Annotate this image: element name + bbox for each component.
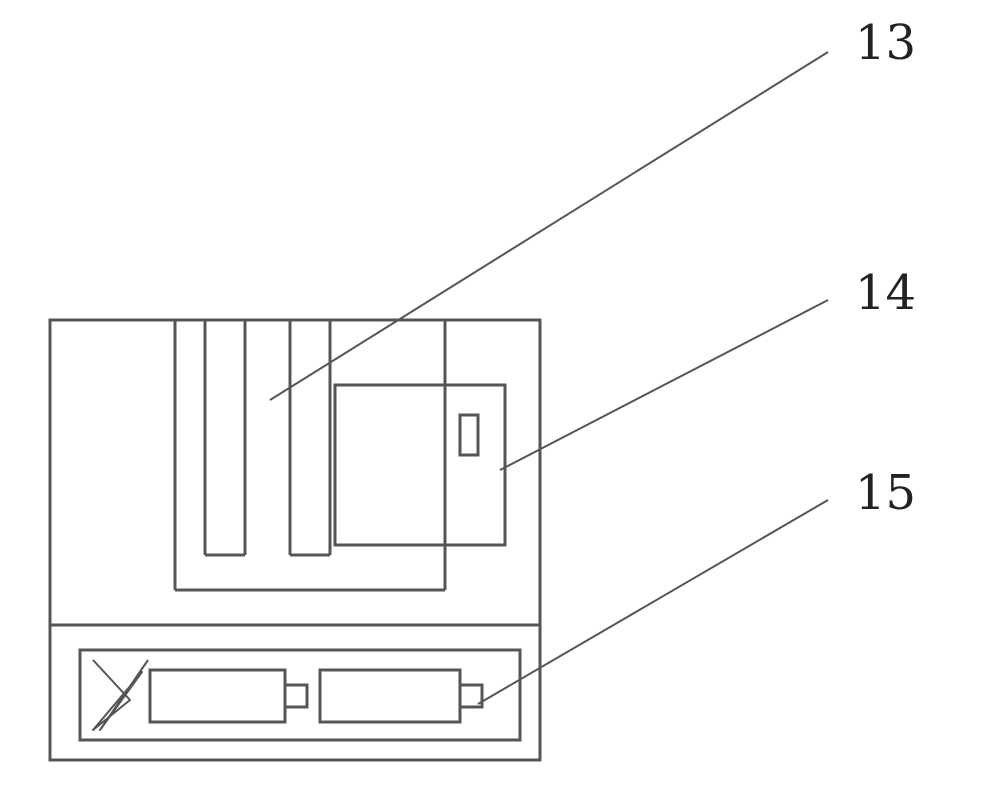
battery-1-body xyxy=(320,670,460,722)
block-14 xyxy=(335,385,505,545)
spring xyxy=(93,660,148,730)
callout-15: 15 xyxy=(855,465,916,521)
leader-2 xyxy=(478,500,828,704)
block-14-notch xyxy=(460,415,478,455)
leader-1 xyxy=(500,300,828,470)
callout-13: 13 xyxy=(855,15,916,71)
battery-0-tip xyxy=(285,685,307,707)
diagram-canvas xyxy=(0,0,1000,801)
callout-14: 14 xyxy=(855,265,916,321)
leader-0 xyxy=(270,52,828,400)
battery-0-body xyxy=(150,670,285,722)
